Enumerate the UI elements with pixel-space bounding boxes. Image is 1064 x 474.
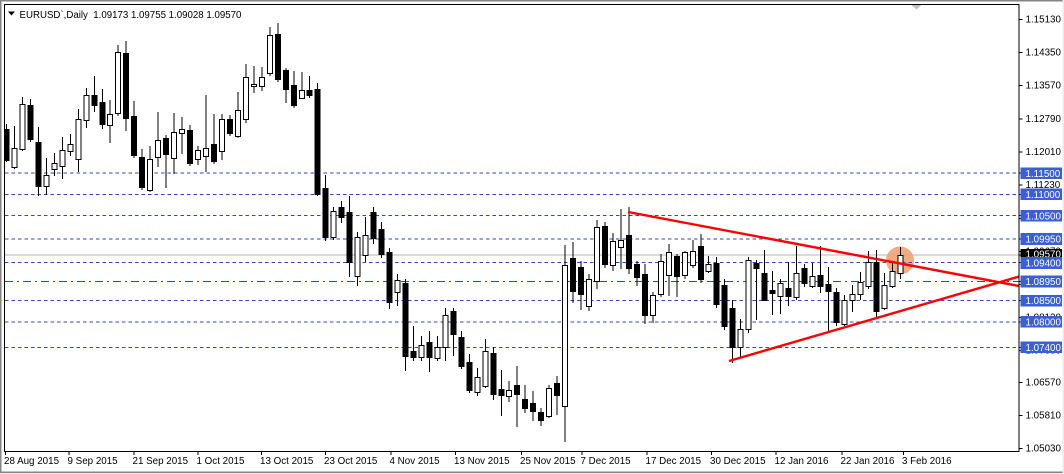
svg-text:25 Nov 2015: 25 Nov 2015 (520, 456, 576, 467)
svg-text:1.11000: 1.11000 (1026, 190, 1061, 201)
svg-text:1.08950: 1.08950 (1026, 277, 1062, 288)
svg-text:1.09950: 1.09950 (1026, 235, 1062, 246)
svg-text:1.15130: 1.15130 (1026, 15, 1062, 26)
svg-text:1.11230: 1.11230 (1026, 180, 1061, 191)
svg-text:1.11500: 1.11500 (1026, 169, 1061, 180)
svg-text:13 Oct 2015: 13 Oct 2015 (260, 456, 314, 467)
svg-text:22 Jan 2016: 22 Jan 2016 (841, 456, 895, 467)
svg-text:28 Aug 2015: 28 Aug 2015 (4, 456, 60, 467)
svg-text:7 Dec 2015: 7 Dec 2015 (581, 456, 632, 467)
svg-text:12 Jan 2016: 12 Jan 2016 (775, 456, 829, 467)
svg-text:1.09400: 1.09400 (1026, 259, 1062, 270)
svg-text:EURUSD`,Daily 1.09173 1.09755: EURUSD`,Daily 1.09173 1.09755 1.09028 1.… (20, 10, 242, 21)
svg-text:1.13570: 1.13570 (1026, 81, 1062, 92)
svg-text:1.09570: 1.09570 (1026, 249, 1062, 260)
svg-text:1.12790: 1.12790 (1026, 114, 1062, 125)
svg-text:1.06570: 1.06570 (1026, 378, 1062, 389)
svg-text:1 Oct 2015: 1 Oct 2015 (197, 456, 245, 467)
svg-text:1.05810: 1.05810 (1026, 411, 1062, 422)
svg-text:4 Nov 2015: 4 Nov 2015 (390, 456, 441, 467)
svg-text:9 Sep 2015: 9 Sep 2015 (68, 456, 119, 467)
svg-text:1.12010: 1.12010 (1026, 147, 1062, 158)
svg-text:17 Dec 2015: 17 Dec 2015 (646, 456, 702, 467)
svg-text:13 Nov 2015: 13 Nov 2015 (454, 456, 510, 467)
svg-text:1.07400: 1.07400 (1026, 343, 1062, 354)
svg-text:1.14350: 1.14350 (1026, 48, 1062, 59)
svg-text:1.08500: 1.08500 (1026, 296, 1062, 307)
svg-text:1.08000: 1.08000 (1026, 318, 1062, 329)
svg-text:23 Oct 2015: 23 Oct 2015 (324, 456, 378, 467)
svg-text:3 Feb 2016: 3 Feb 2016 (902, 456, 952, 467)
svg-text:21 Sep 2015: 21 Sep 2015 (133, 456, 189, 467)
svg-text:30 Dec 2015: 30 Dec 2015 (710, 456, 766, 467)
svg-text:1.10500: 1.10500 (1026, 211, 1062, 222)
svg-text:1.05030: 1.05030 (1026, 444, 1062, 455)
